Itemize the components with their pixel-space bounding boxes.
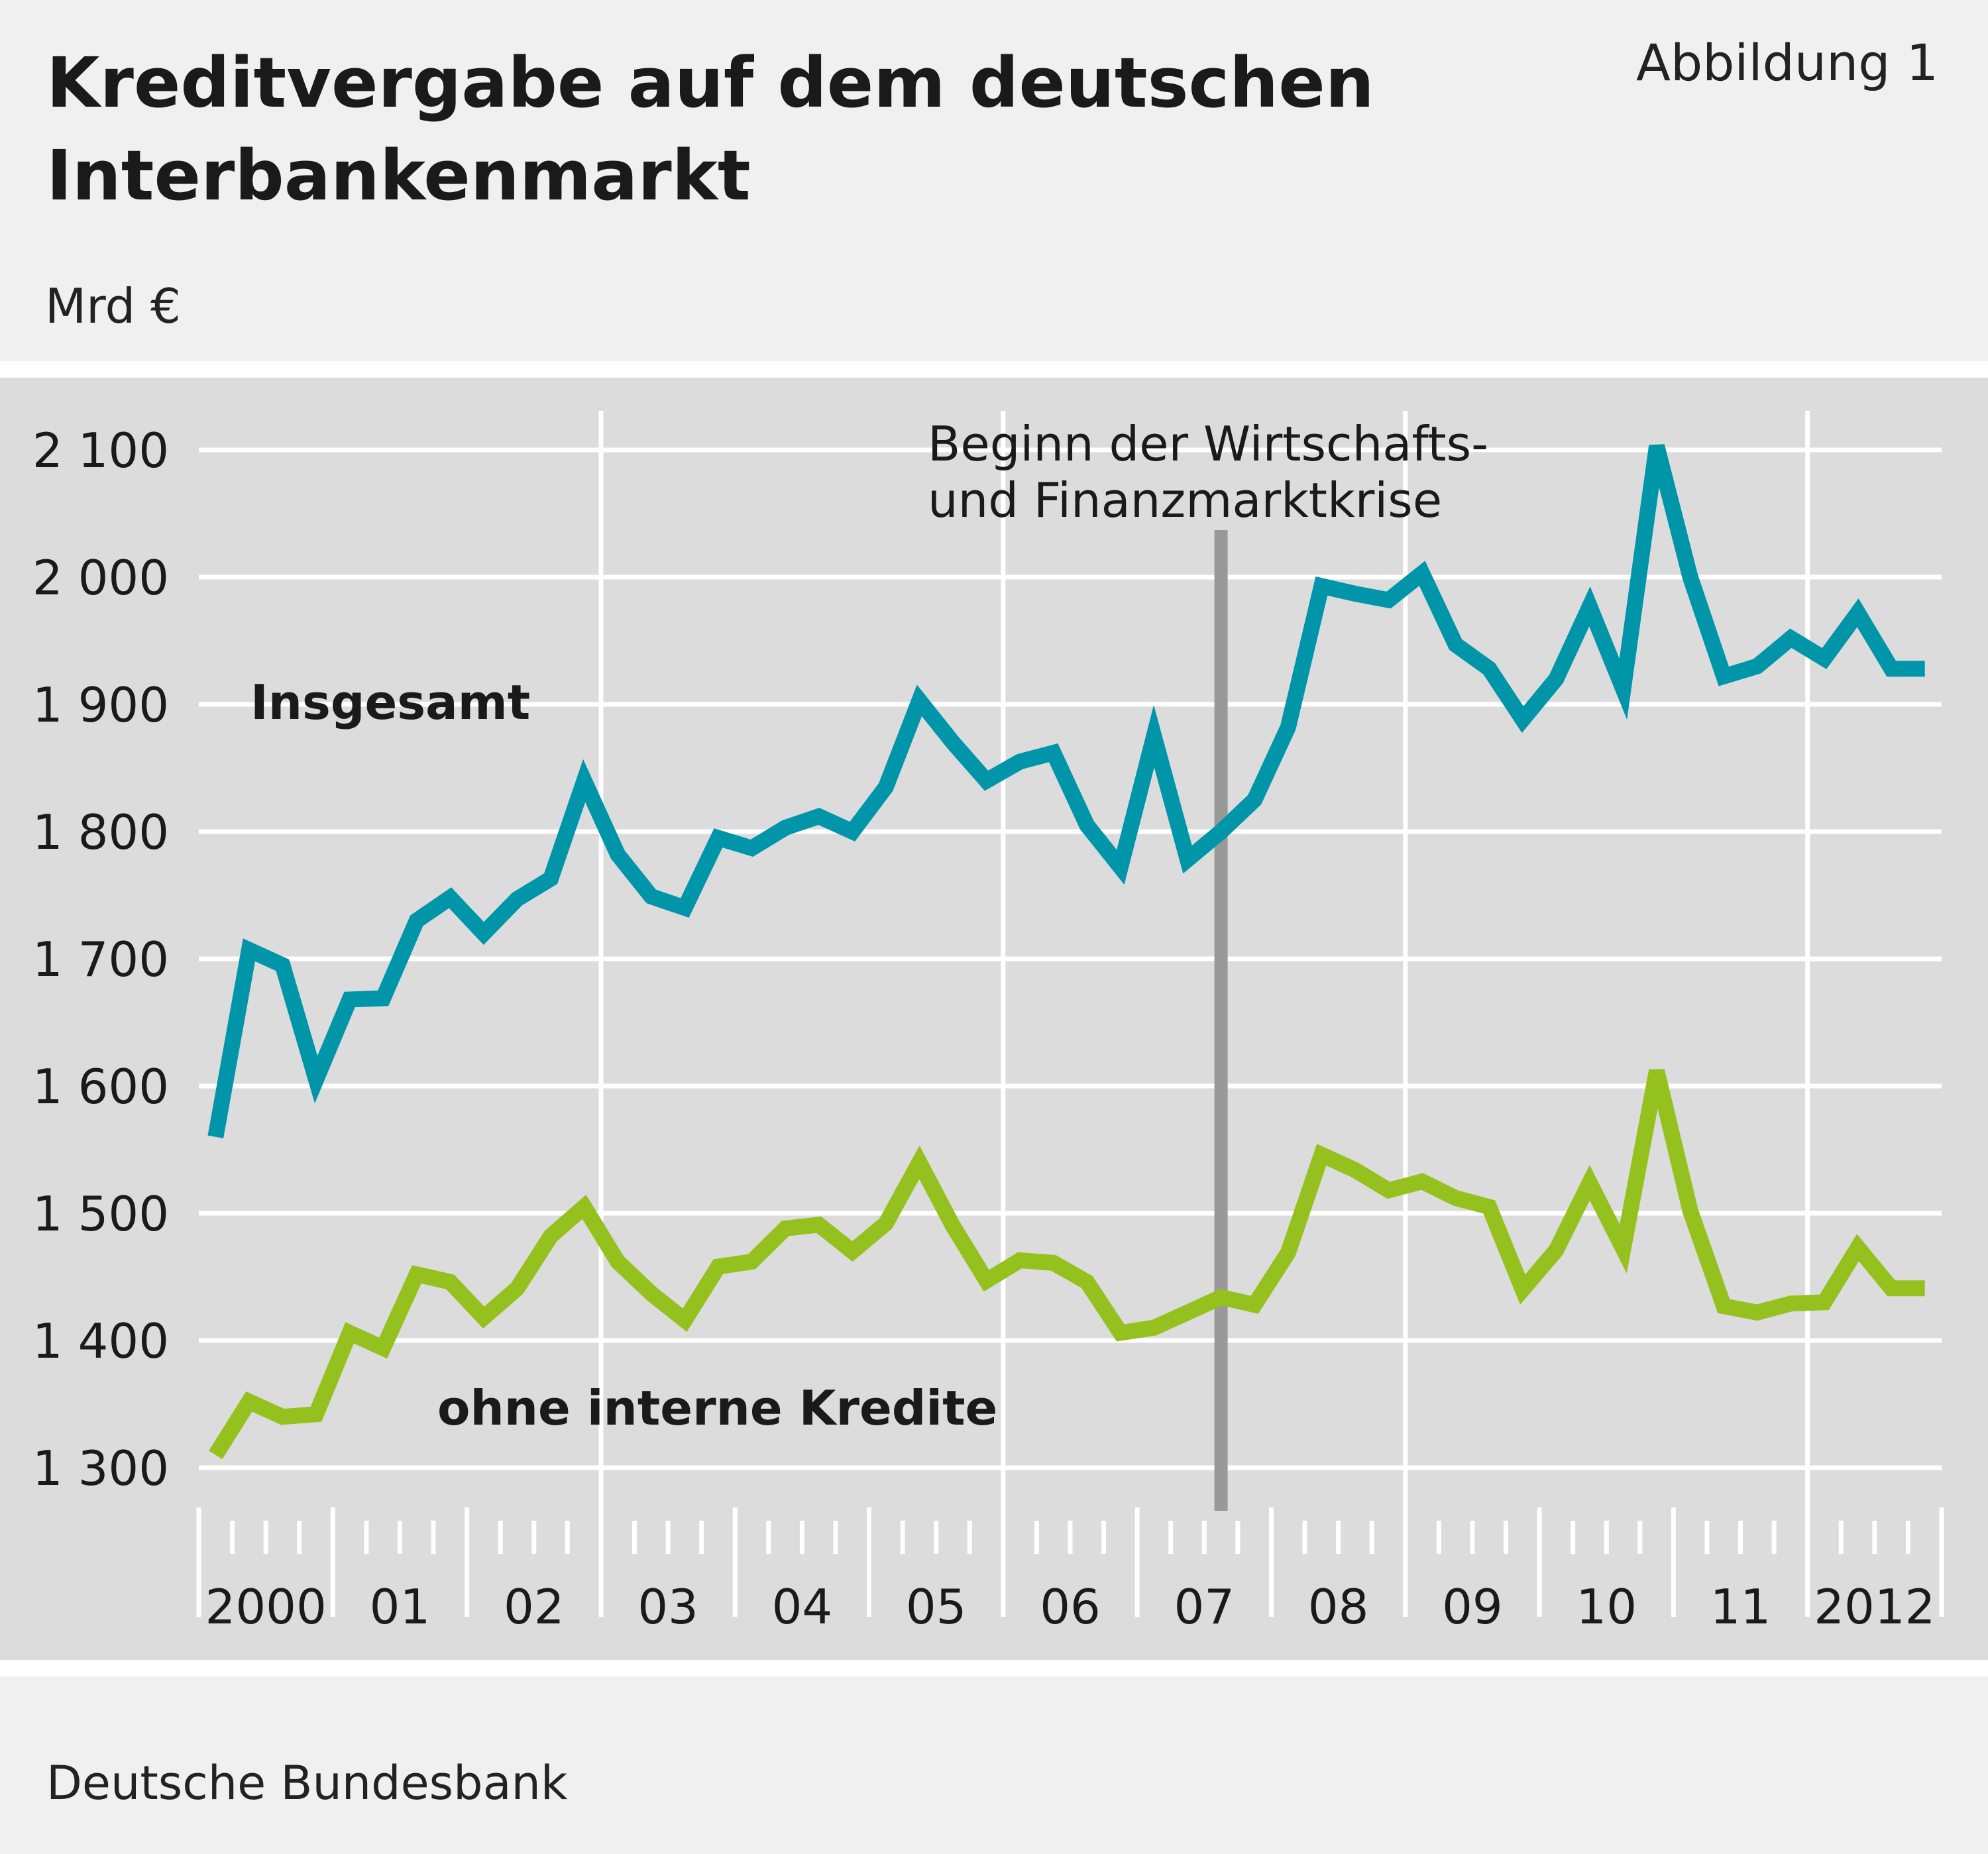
y-tick-label: 1 300 — [32, 1441, 169, 1496]
x-tick-label: 04 — [772, 1579, 833, 1635]
plot-background — [0, 378, 1988, 1660]
figure-number: Abbildung 1 — [1635, 33, 1938, 92]
x-tick-label: 02 — [504, 1579, 565, 1635]
source-note: Deutsche Bundesbank — [46, 1756, 568, 1810]
x-tick-label: 07 — [1174, 1579, 1235, 1635]
x-tick-label: 09 — [1442, 1579, 1503, 1635]
y-tick-label: 1 800 — [32, 804, 169, 860]
x-axis-ticks — [196, 1507, 1944, 1617]
chart-band-top — [0, 361, 1988, 378]
series-line-insgesamt — [207, 444, 1925, 1138]
x-axis-tick-labels: 2000 01 02 03 04 05 06 07 08 09 10 11 2012 — [205, 1579, 1936, 1635]
x-tick-label: 01 — [370, 1579, 431, 1635]
y-tick-label: 1 700 — [32, 932, 169, 987]
series-label-ohne-interne-kredite: ohne interne Kredite — [437, 1380, 997, 1436]
series-label-insgesamt: Insgesamt — [250, 675, 530, 730]
x-tick-label: 2000 — [205, 1579, 327, 1635]
x-tick-label: 10 — [1576, 1579, 1637, 1635]
x-tick-label: 06 — [1040, 1579, 1101, 1635]
y-tick-label: 1 400 — [32, 1313, 169, 1369]
x-tick-label: 05 — [906, 1579, 967, 1635]
horizontal-gridlines — [199, 447, 1942, 1470]
x-tick-label: 11 — [1710, 1579, 1771, 1635]
x-tick-label: 08 — [1308, 1579, 1369, 1635]
crisis-annotation-line-2: und Finanzmarktkrise — [928, 472, 1442, 528]
y-axis-unit: Mrd € — [45, 278, 181, 334]
y-tick-label: 1 600 — [32, 1059, 169, 1115]
chart-band-bottom — [0, 1660, 1988, 1676]
y-axis-tick-labels: 1 300 1 400 1 500 1 600 1 700 1 800 1 900 2 000… — [32, 423, 169, 1496]
y-tick-label: 2 000 — [32, 550, 169, 606]
crisis-annotation-line-1: Beginn der Wirtschafts- — [928, 416, 1488, 472]
y-tick-label: 1 900 — [32, 677, 169, 733]
x-tick-label: 03 — [637, 1579, 698, 1635]
x-tick-label: 2012 — [1814, 1579, 1935, 1635]
y-tick-label: 2 100 — [32, 423, 169, 478]
series-line-ohne-interne-kredite — [209, 1069, 1925, 1460]
y-tick-label: 1 500 — [32, 1186, 169, 1242]
chart-title: Kreditvergabe auf dem deutschen Interban… — [46, 42, 1374, 216]
crisis-annotation: Beginn der Wirtschafts- und Finanzmarktk… — [928, 416, 1488, 528]
